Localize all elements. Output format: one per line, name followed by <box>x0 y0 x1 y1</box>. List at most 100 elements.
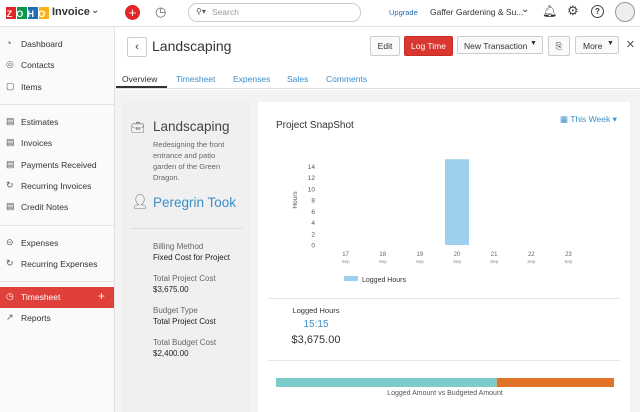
sidebar-item[interactable]: Reports <box>21 313 51 323</box>
x-tick-label: 22 <box>528 252 535 258</box>
legend-swatch <box>344 276 358 281</box>
app-menu-caret[interactable]: ⌄ <box>91 5 100 16</box>
y-tick-label: 10 <box>308 186 316 193</box>
y-tick-label: 4 <box>311 220 315 227</box>
sidebar-item[interactable]: Items <box>21 82 42 92</box>
sidebar-item[interactable]: Recurring Invoices <box>21 181 92 191</box>
tab[interactable]: Timesheet <box>176 74 216 84</box>
field-label: Billing Method <box>153 242 204 251</box>
progress-caption: Logged Amount vs Budgeted Amount <box>387 390 503 397</box>
sidebar-item[interactable]: Dashboard <box>21 39 63 49</box>
sidebar-icon: ↗ <box>6 312 14 322</box>
avatar[interactable] <box>615 2 635 22</box>
search-box[interactable] <box>188 3 361 22</box>
tab[interactable]: Expenses <box>233 74 271 84</box>
x-tick-label: 18 <box>379 252 386 258</box>
summary-amount: $3,675.00 <box>291 334 341 346</box>
sidebar-item[interactable]: Credit Notes <box>21 202 69 212</box>
y-tick-label: 6 <box>311 209 315 216</box>
x-tick-sublabel: Sep <box>379 259 388 264</box>
help-icon[interactable]: ? <box>591 5 604 18</box>
person-icon: 👤︎ <box>131 193 149 209</box>
logo[interactable]: ZOHO <box>6 6 50 20</box>
sidebar-item[interactable]: Estimates <box>21 117 59 127</box>
sidebar <box>0 27 115 412</box>
sidebar-icon: ▢ <box>6 81 15 91</box>
tab[interactable]: Sales <box>287 74 309 84</box>
sidebar-item[interactable]: Invoices <box>21 138 53 148</box>
x-tick-sublabel: Sep <box>527 259 536 264</box>
sidebar-active-bg[interactable] <box>0 287 114 308</box>
upgrade-link[interactable]: Upgrade <box>389 8 418 17</box>
field-value: $2,400.00 <box>153 349 189 358</box>
edit-button[interactable]: Edit <box>370 36 400 56</box>
bell-icon[interactable]: 🔔︎ <box>542 4 558 18</box>
y-tick-label: 8 <box>311 198 315 205</box>
attach-button[interactable]: ⎘ <box>548 36 570 56</box>
project-name: Landscaping <box>153 119 230 134</box>
search-icon: ⚲▾ <box>196 7 206 16</box>
sidebar-item[interactable]: Expenses <box>21 238 59 248</box>
org-caret[interactable]: ⌄ <box>521 4 530 15</box>
project-description: garden of the Green <box>153 162 221 171</box>
close-button[interactable]: × <box>626 36 635 53</box>
summary-hours: 15:15 <box>303 319 329 330</box>
sidebar-item[interactable]: Recurring Expenses <box>21 259 98 269</box>
field-value: $3,675.00 <box>153 285 189 294</box>
logo-text: ZOHO <box>7 9 50 19</box>
snapshot-title: Project SnapShot <box>276 120 354 131</box>
separator <box>268 360 620 361</box>
tab[interactable]: Overview <box>122 74 158 84</box>
project-description: Dragon. <box>153 173 180 182</box>
progress-budget <box>276 378 497 387</box>
sidebar-divider <box>0 104 114 105</box>
add-timesheet[interactable]: + <box>98 289 106 303</box>
tab[interactable]: Comments <box>326 74 368 84</box>
sidebar-icon: ⊝ <box>6 237 14 247</box>
new-transaction-button[interactable]: New Transaction <box>457 36 543 54</box>
x-tick-label: 19 <box>417 252 424 258</box>
sidebar-item[interactable]: Payments Received <box>21 160 97 170</box>
separator <box>268 298 620 299</box>
sidebar-icon: ▤ <box>6 201 15 211</box>
customer-name[interactable]: Peregrin Took <box>153 195 237 210</box>
organization[interactable]: Gaffer Gardening & Su... <box>430 7 524 17</box>
sidebar-item[interactable]: Timesheet <box>21 292 61 302</box>
y-tick-label: 0 <box>311 243 315 250</box>
tab-underline <box>116 86 167 88</box>
sidebar-icon: ▤ <box>6 137 15 147</box>
y-tick-label: 12 <box>308 175 316 182</box>
sidebar-icon: ▤ <box>6 116 15 126</box>
x-tick-label: 23 <box>565 252 572 258</box>
details-card <box>122 102 250 412</box>
log-time-button[interactable]: Log Time <box>404 36 453 56</box>
history-icon[interactable]: ◷ <box>155 4 167 19</box>
sidebar-divider <box>0 225 114 226</box>
briefcase-icon: 💼︎ <box>131 122 145 134</box>
project-description: Redesigning the front <box>153 140 225 149</box>
sidebar-icon: ▤ <box>6 159 15 169</box>
caret: ▼ <box>607 40 614 47</box>
back-button[interactable]: ‹ <box>127 37 147 57</box>
x-tick-sublabel: Sep <box>342 259 351 264</box>
page-title: Landscaping <box>152 38 232 54</box>
separator <box>131 228 243 229</box>
y-axis-label: Hours <box>292 191 299 209</box>
x-tick-sublabel: Sep <box>453 259 462 264</box>
progress-over <box>496 378 614 387</box>
x-tick-sublabel: Sep <box>416 259 425 264</box>
sidebar-item[interactable]: Contacts <box>21 60 55 70</box>
x-tick-sublabel: Sep <box>564 259 573 264</box>
top-bar <box>0 0 640 27</box>
sidebar-icon: ◎ <box>6 59 14 69</box>
bar-chart: Hours0246810121417Sep18Sep19Sep20Sep21Se… <box>292 159 573 284</box>
more-button[interactable]: More <box>575 36 619 54</box>
sidebar-icon: ◷ <box>6 291 14 301</box>
period-picker[interactable]: ▦ This Week ▾ <box>560 114 617 124</box>
new-button[interactable]: + <box>125 5 140 20</box>
y-tick-label: 14 <box>308 164 316 171</box>
sidebar-icon: ◔ <box>6 38 12 48</box>
sidebar-icon: ↻ <box>6 180 14 190</box>
gear-icon[interactable]: ⚙ <box>567 3 579 18</box>
